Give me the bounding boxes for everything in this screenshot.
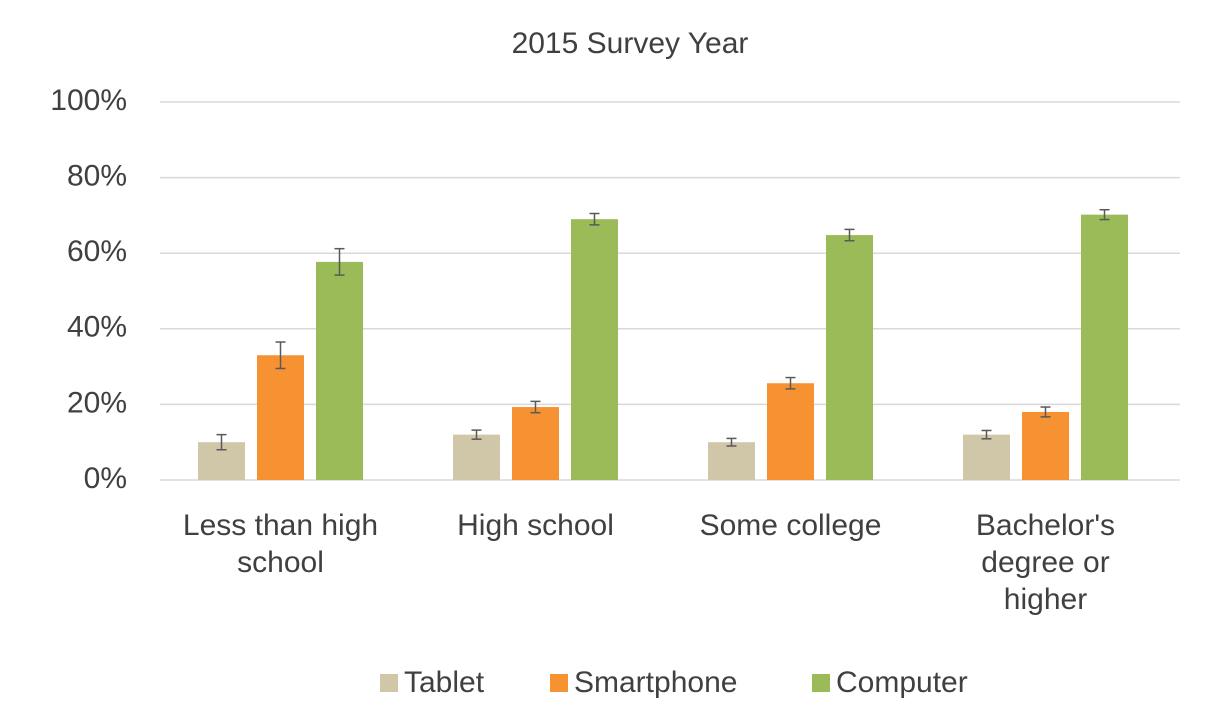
error-bar [334, 247, 345, 276]
x-tick-label: Some college [700, 509, 882, 542]
bar [826, 235, 873, 480]
x-tick-label: High school [457, 509, 614, 542]
error-bar [844, 228, 855, 242]
legend-swatch [812, 674, 830, 692]
legend-swatch [380, 674, 398, 692]
bar [512, 407, 559, 480]
x-tick-label: Bachelor's degree or higher [976, 509, 1115, 616]
error-bar [785, 376, 796, 390]
y-tick-label: 20% [67, 386, 127, 419]
error-bar [589, 212, 600, 226]
bar [963, 434, 1010, 480]
error-bar [726, 437, 737, 447]
bar [257, 355, 304, 480]
error-bar [530, 400, 541, 414]
legend-label: Computer [836, 666, 968, 699]
bar [453, 434, 500, 480]
bar [767, 383, 814, 480]
legend-label: Tablet [404, 666, 485, 699]
bar [316, 261, 363, 480]
error-bar [216, 433, 227, 451]
y-tick-label: 40% [67, 311, 127, 344]
y-tick-label: 60% [67, 235, 127, 268]
chart-title: 2015 Survey Year [512, 27, 749, 60]
error-bar [1099, 208, 1110, 221]
bar [1081, 214, 1128, 481]
error-bar [471, 429, 482, 440]
error-bar [981, 429, 992, 440]
error-bar [275, 341, 286, 370]
y-tick-label: 80% [67, 160, 127, 193]
y-tick-label: 100% [50, 84, 127, 117]
legend-label: Smartphone [574, 666, 737, 699]
bar [1022, 411, 1069, 480]
y-tick-label: 0% [84, 462, 127, 495]
x-tick-label: Less than high school [183, 509, 378, 579]
bar [571, 219, 618, 480]
legend-swatch [550, 674, 568, 692]
error-bar [1040, 406, 1051, 418]
bar [708, 442, 755, 480]
